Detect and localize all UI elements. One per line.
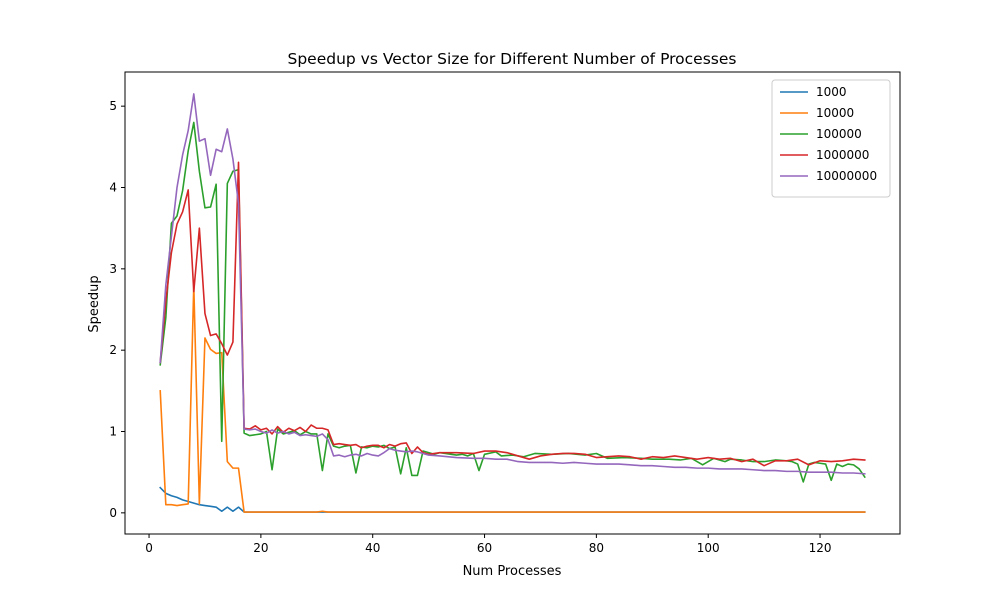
series-line-1000 — [159, 486, 866, 513]
x-tick-label: 40 — [365, 541, 380, 555]
x-tick-label: 100 — [697, 541, 720, 555]
legend-box — [771, 79, 891, 198]
y-tick-label: 1 — [109, 425, 117, 439]
chart-title: Speedup vs Vector Size for Different Num… — [288, 50, 737, 68]
legend-label: 10000 — [816, 106, 854, 120]
x-tick-label: 20 — [253, 541, 268, 555]
y-tick-label: 2 — [109, 343, 117, 357]
y-axis-label: Speedup — [87, 275, 102, 332]
y-tick-label: 4 — [109, 181, 117, 195]
x-tick-label: 120 — [809, 541, 832, 555]
series-line-10000000 — [159, 93, 866, 475]
legend-label: 100000 — [816, 127, 862, 141]
plot-frame — [124, 71, 901, 535]
plot-area: 0 20 40 60 80 100 120 0 1 2 3 4 5 — [109, 71, 901, 555]
series-layer — [159, 93, 866, 513]
x-tick-label: 80 — [589, 541, 604, 555]
y-tick-label: 5 — [109, 99, 117, 113]
x-tick-label: 0 — [145, 541, 153, 555]
x-axis-label: Num Processes — [463, 564, 562, 579]
y-tick-label: 3 — [109, 262, 117, 276]
legend-label: 1000 — [816, 85, 847, 99]
y-axis-ticks: 0 1 2 3 4 5 — [109, 99, 125, 520]
legend: 1000 10000 100000 1000000 10000000 — [771, 79, 891, 198]
x-axis-ticks: 0 20 40 60 80 100 120 — [145, 534, 831, 555]
x-tick-label: 60 — [477, 541, 492, 555]
legend-label: 10000000 — [816, 169, 877, 183]
legend-label: 1000000 — [816, 148, 869, 162]
series-line-10000 — [159, 284, 866, 513]
y-tick-label: 0 — [109, 506, 117, 520]
